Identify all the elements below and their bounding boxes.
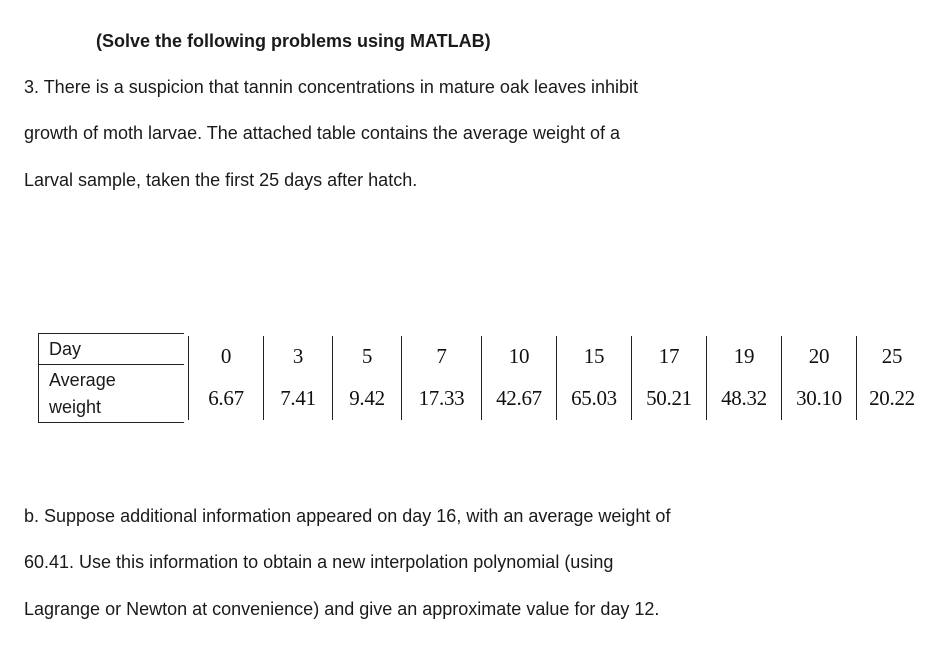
- weight-cell: 50.21: [631, 376, 707, 420]
- row-label-table: Day Average weight: [38, 332, 184, 423]
- problem-text-line-2: growth of moth larvae. The attached tabl…: [24, 123, 621, 143]
- row-label-average: Average: [49, 369, 116, 390]
- weight-cell: 65.03: [556, 376, 632, 420]
- day-cell: 7: [401, 336, 482, 376]
- weight-cell: 17.33: [401, 376, 482, 420]
- data-table: 0 3 5 7 10 15 17 19 20 25 6.67 7.41 9.42…: [188, 336, 927, 420]
- weight-cell: 30.10: [781, 376, 857, 420]
- weight-row: 6.67 7.41 9.42 17.33 42.67 65.03 50.21 4…: [188, 376, 927, 420]
- day-cell: 10: [481, 336, 557, 376]
- weight-cell: 6.67: [188, 376, 264, 420]
- weight-cell: 42.67: [481, 376, 557, 420]
- day-cell: 0: [188, 336, 264, 376]
- day-row: 0 3 5 7 10 15 17 19 20 25: [188, 336, 927, 376]
- day-cell: 17: [631, 336, 707, 376]
- problem-text-line-3: Larval sample, taken the first 25 days a…: [24, 170, 418, 190]
- part-b-text-line-3: Lagrange or Newton at convenience) and g…: [24, 599, 660, 619]
- problem-text-line-1: 3. There is a suspicion that tannin conc…: [24, 77, 639, 97]
- part-b-text-line-1: b. Suppose additional information appear…: [24, 506, 671, 526]
- weight-cell: 9.42: [332, 376, 402, 420]
- day-cell: 19: [706, 336, 782, 376]
- day-cell: 5: [332, 336, 402, 376]
- row-label-weight: weight: [49, 396, 102, 417]
- problem-instruction-heading: (Solve the following problems using MATL…: [96, 31, 491, 51]
- weight-cell: 48.32: [706, 376, 782, 420]
- day-cell: 3: [263, 336, 333, 376]
- part-b-text-line-2: 60.41. Use this information to obtain a …: [24, 552, 614, 572]
- weight-cell: 20.22: [856, 376, 927, 420]
- day-cell: 20: [781, 336, 857, 376]
- day-cell: 25: [856, 336, 927, 376]
- row-label-day: Day: [38, 332, 184, 366]
- row-label-average-weight: Average weight: [38, 364, 184, 423]
- weight-cell: 7.41: [263, 376, 333, 420]
- day-cell: 15: [556, 336, 632, 376]
